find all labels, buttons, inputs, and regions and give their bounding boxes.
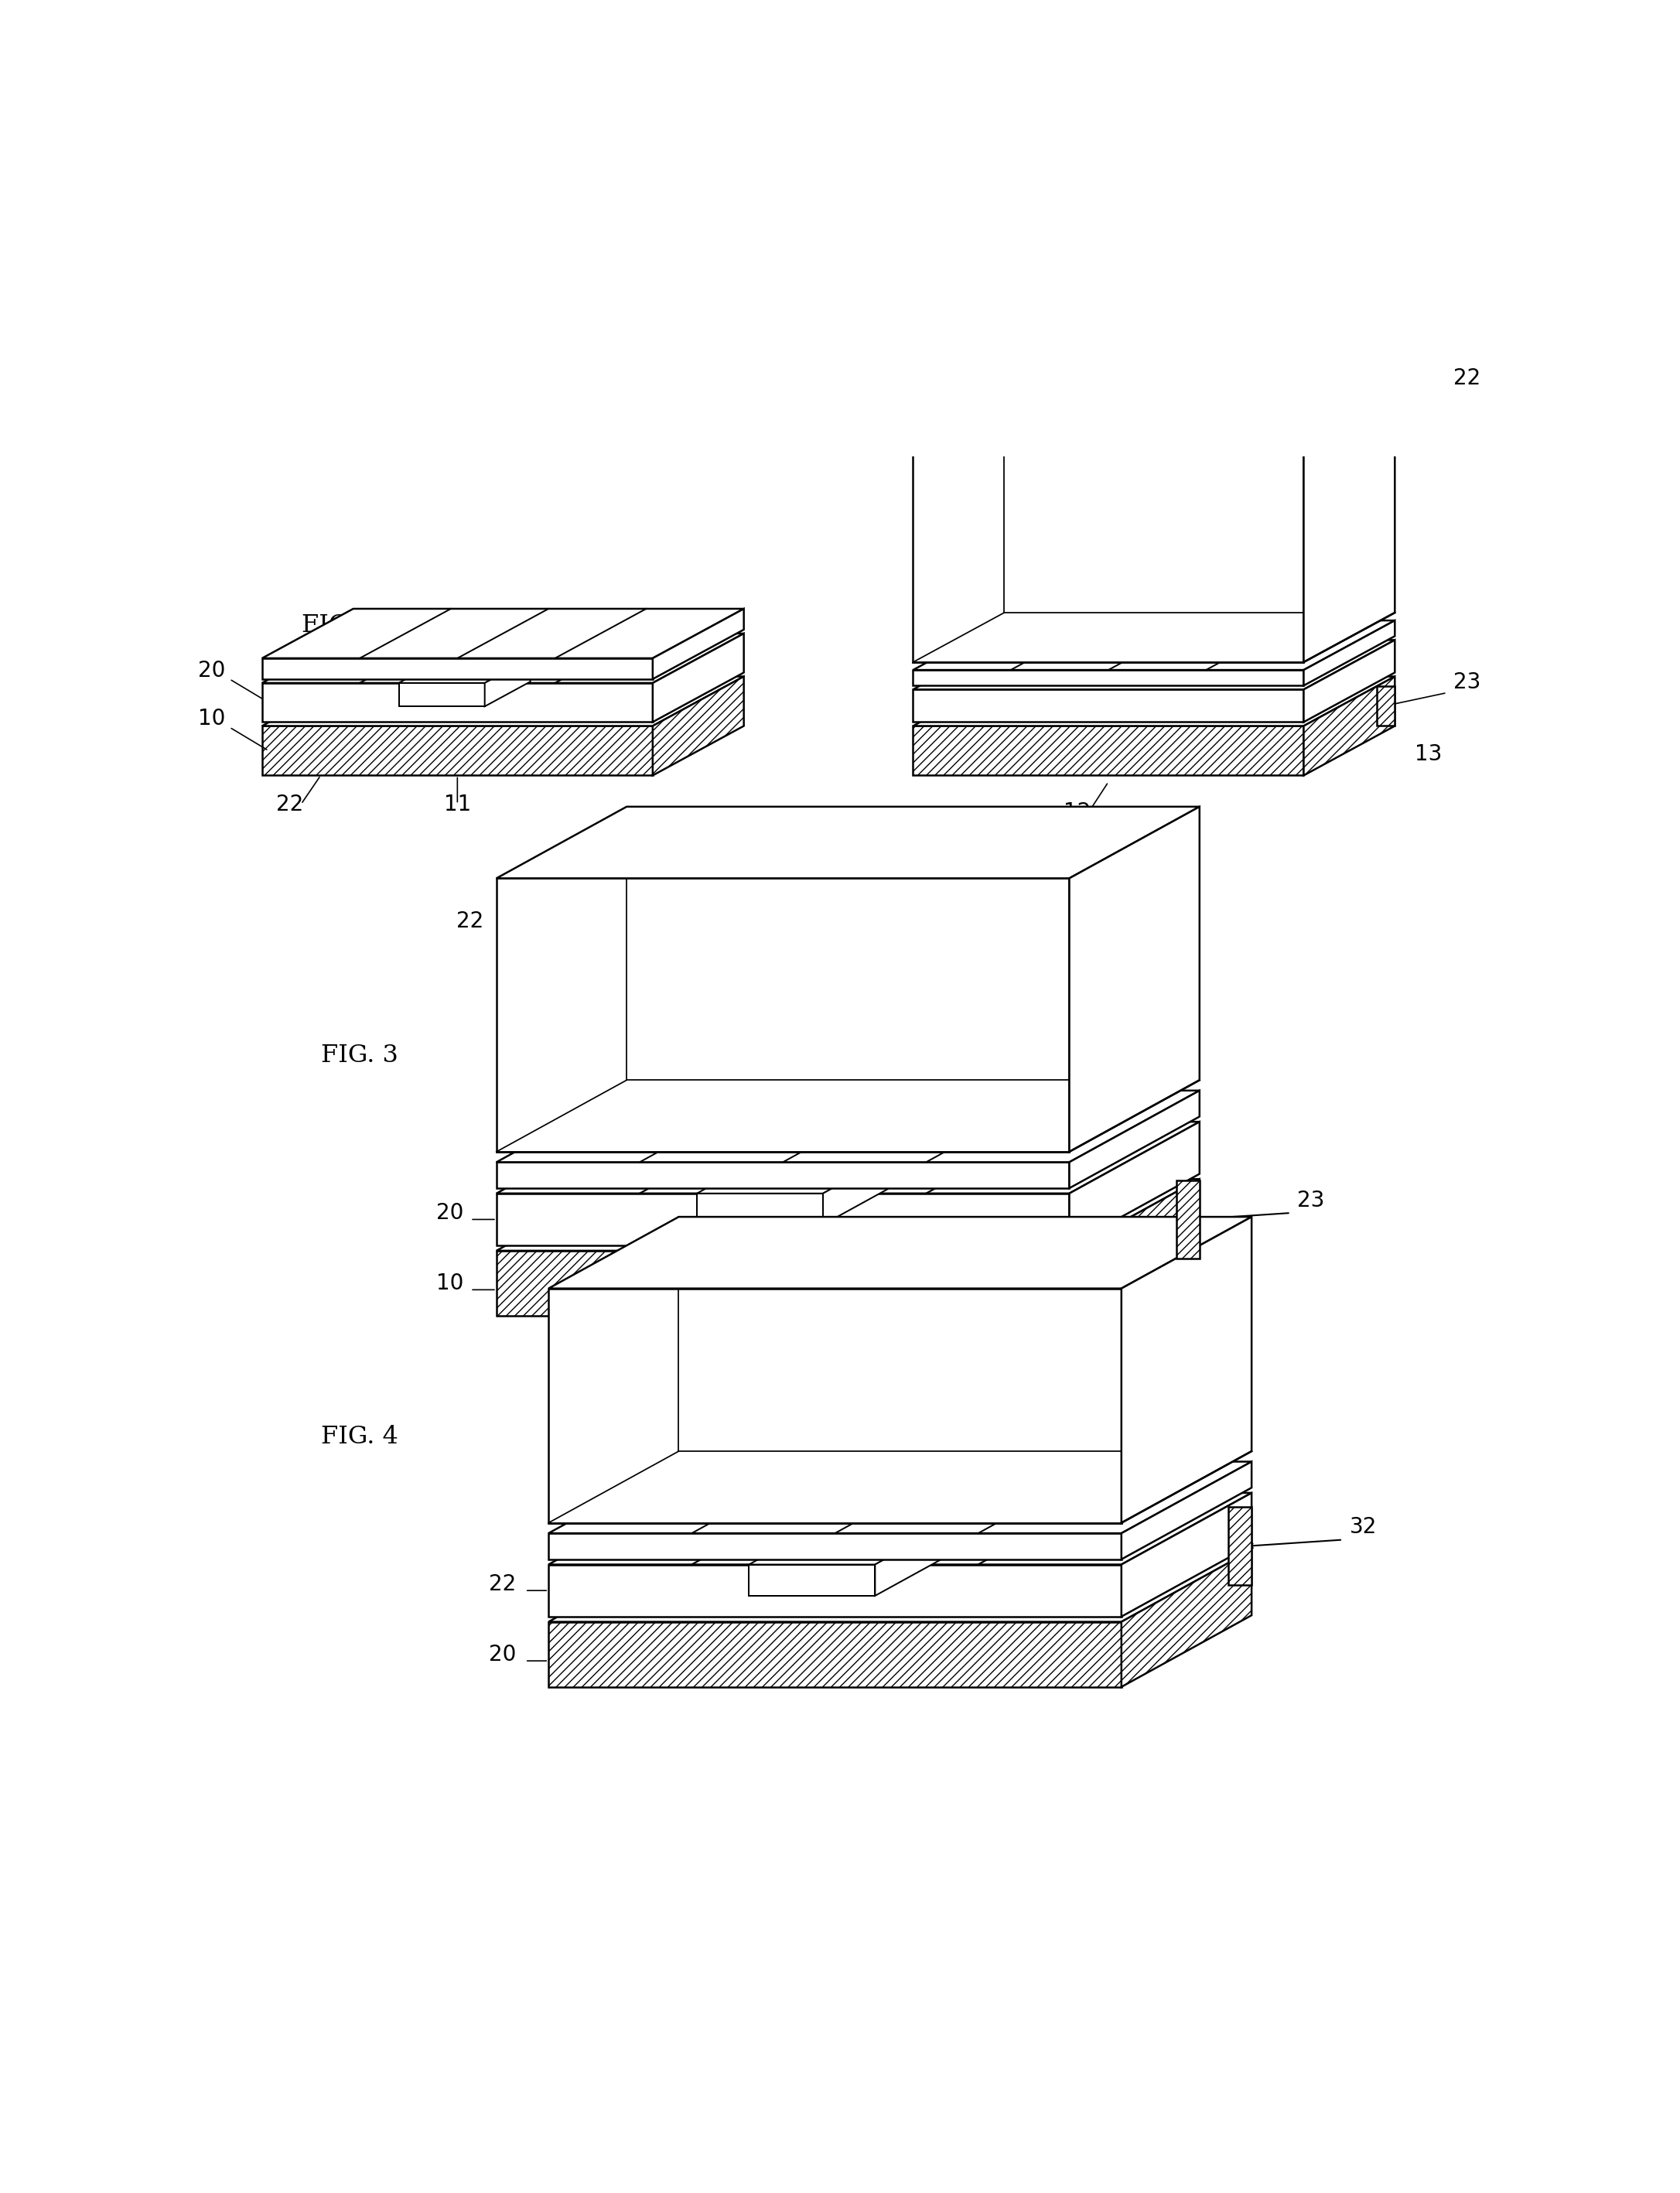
Polygon shape: [548, 1533, 1122, 1559]
Polygon shape: [548, 1493, 1252, 1564]
Polygon shape: [262, 634, 744, 682]
Text: 22: 22: [1453, 368, 1480, 390]
Polygon shape: [652, 675, 744, 776]
Text: 20: 20: [489, 1645, 516, 1664]
Polygon shape: [1176, 1180, 1200, 1259]
Polygon shape: [1070, 1180, 1200, 1316]
Text: FIG. 3: FIG. 3: [321, 1044, 398, 1068]
Polygon shape: [497, 877, 1070, 1151]
Polygon shape: [398, 658, 531, 682]
Text: 12: 12: [1063, 800, 1090, 822]
Polygon shape: [262, 658, 652, 680]
Text: 23: 23: [1453, 671, 1480, 693]
Polygon shape: [262, 726, 652, 776]
Polygon shape: [1304, 621, 1394, 686]
Polygon shape: [914, 434, 1304, 662]
Text: 20: 20: [198, 660, 225, 682]
Polygon shape: [914, 675, 1394, 726]
Polygon shape: [1070, 807, 1200, 1151]
Polygon shape: [548, 1463, 1252, 1533]
Polygon shape: [697, 1158, 889, 1193]
Polygon shape: [1304, 640, 1394, 721]
Polygon shape: [914, 384, 1394, 434]
Text: FIG. 4: FIG. 4: [321, 1425, 398, 1450]
Polygon shape: [486, 658, 531, 706]
Polygon shape: [1304, 384, 1394, 662]
Polygon shape: [914, 669, 1304, 686]
Text: 22: 22: [457, 910, 484, 932]
Polygon shape: [914, 689, 1304, 721]
Polygon shape: [749, 1564, 875, 1597]
Polygon shape: [497, 1123, 1200, 1193]
Polygon shape: [497, 1250, 1070, 1316]
Polygon shape: [548, 1550, 1252, 1623]
Polygon shape: [1122, 1493, 1252, 1616]
Text: 10: 10: [198, 708, 225, 730]
Polygon shape: [1122, 1550, 1252, 1686]
Text: 11: 11: [444, 794, 470, 816]
Polygon shape: [914, 621, 1394, 669]
Text: 22: 22: [276, 794, 302, 816]
Polygon shape: [652, 634, 744, 721]
Polygon shape: [548, 1217, 1252, 1289]
Polygon shape: [1070, 1090, 1200, 1189]
Polygon shape: [497, 1090, 1200, 1162]
Polygon shape: [823, 1158, 889, 1224]
Polygon shape: [262, 610, 744, 658]
Text: 22: 22: [489, 1575, 516, 1594]
Text: 20: 20: [437, 1202, 464, 1224]
Polygon shape: [1376, 686, 1394, 726]
Polygon shape: [262, 682, 652, 721]
Polygon shape: [398, 682, 486, 706]
Polygon shape: [548, 1623, 1122, 1686]
Polygon shape: [1122, 1217, 1252, 1522]
Text: FIG. 1: FIG. 1: [302, 614, 378, 638]
Polygon shape: [749, 1529, 941, 1564]
Polygon shape: [697, 1193, 823, 1224]
Polygon shape: [914, 640, 1394, 689]
Text: 32: 32: [1349, 1515, 1376, 1537]
Polygon shape: [548, 1289, 1122, 1522]
Polygon shape: [497, 807, 1200, 877]
Polygon shape: [875, 1529, 941, 1597]
Polygon shape: [497, 1180, 1200, 1250]
Text: 23: 23: [1297, 1189, 1324, 1211]
Text: 13: 13: [1415, 743, 1441, 765]
Polygon shape: [1122, 1463, 1252, 1559]
Polygon shape: [262, 675, 744, 726]
Polygon shape: [1070, 1123, 1200, 1246]
Polygon shape: [652, 610, 744, 680]
Text: 10: 10: [437, 1272, 464, 1294]
Text: FIG. 2: FIG. 2: [1032, 614, 1107, 638]
Polygon shape: [1304, 675, 1394, 776]
Polygon shape: [914, 726, 1304, 776]
Polygon shape: [497, 1193, 1070, 1246]
Polygon shape: [497, 1162, 1070, 1189]
Polygon shape: [548, 1564, 1122, 1616]
Polygon shape: [1228, 1507, 1252, 1586]
